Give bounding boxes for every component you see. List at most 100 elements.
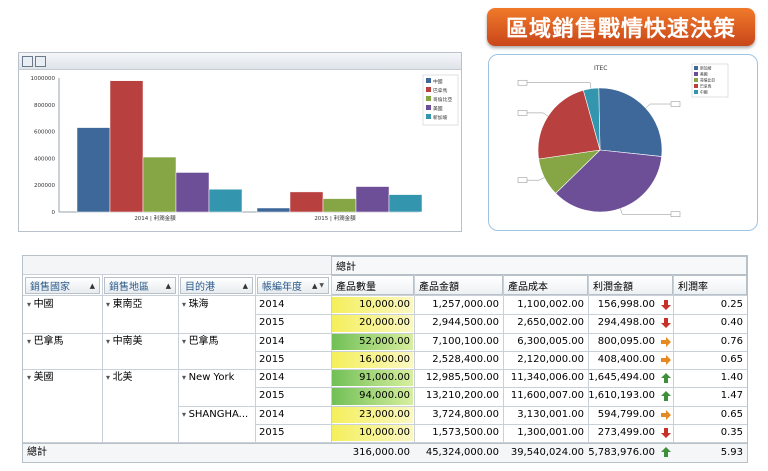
rate-cell: 0.76: [720, 335, 743, 347]
expand-collapse-icon[interactable]: ▾: [182, 300, 189, 309]
country-label: 美國: [33, 372, 54, 383]
column-divider: [588, 275, 589, 462]
sort-asc-icon[interactable]: ▲: [165, 281, 171, 290]
port-label: SHANGHA...: [188, 408, 249, 420]
expand-collapse-icon[interactable]: ▾: [106, 373, 113, 382]
pie-tag: [670, 211, 681, 217]
cost-cell: 11,600,007.00: [510, 390, 584, 402]
qty-bar: [331, 370, 413, 387]
pie-slice-3: [537, 89, 601, 160]
bar-0-0: [76, 127, 111, 213]
legend-label: 巴拿馬: [700, 84, 712, 89]
rate-cell: 0.35: [720, 426, 743, 438]
group-divider: [178, 405, 255, 407]
x-category-label: 2014 | 利潤金額: [134, 214, 176, 222]
bar-0-1: [109, 80, 144, 213]
region-group-cell[interactable]: ▾ 東南亞: [102, 296, 178, 314]
column-header-1[interactable]: 產品金額: [414, 275, 503, 295]
amount-cell: 12,985,500.00: [425, 372, 499, 383]
region-group-cell[interactable]: ▾ 北美: [102, 369, 178, 387]
port-group-cell[interactable]: ▾ New York: [178, 369, 255, 387]
banner-title: 區域銷售戰情快速決策: [505, 17, 736, 42]
qty-bar: [331, 297, 413, 314]
legend-label: 美國: [433, 105, 443, 112]
profit-cell: 1,645,494.00: [588, 372, 655, 383]
pie-leader: [538, 177, 545, 181]
port-label: New York: [188, 372, 235, 383]
row-divider: [255, 387, 747, 389]
profit-cell: 156,998.00: [597, 299, 655, 310]
legend-swatch: [426, 114, 431, 119]
profit-cell: 1,610,193.00: [588, 390, 655, 402]
sort-asc-icon[interactable]: ▲: [242, 281, 248, 290]
legend-label: 新加坡: [700, 66, 712, 71]
qty-cell: 52,000.00: [359, 335, 410, 347]
cost-cell: 11,340,006.00: [510, 372, 584, 383]
year-cell: 2014: [259, 408, 285, 420]
expand-collapse-icon[interactable]: ▾: [106, 300, 113, 309]
expand-collapse-icon[interactable]: ▾: [27, 300, 34, 309]
chart-type-icon[interactable]: [22, 56, 33, 67]
row-field-header-3[interactable]: 帳編年度 ▲ ▼: [257, 277, 329, 294]
dashboard-title-banner: 區域銷售戰情快速決策: [487, 8, 755, 46]
group-divider: [23, 369, 255, 370]
qty-bar: [331, 388, 413, 405]
legend-swatch: [694, 78, 698, 82]
region-group-cell[interactable]: ▾ 中南美: [102, 333, 178, 351]
filter-icon[interactable]: ▼: [319, 282, 324, 289]
legend-label: 美國: [700, 72, 708, 77]
total-amount-cell: 45,324,000.00: [425, 447, 499, 458]
row-field-header-0[interactable]: 銷售國家 ▲: [25, 277, 100, 294]
group-divider: [178, 369, 255, 370]
expand-collapse-icon[interactable]: ▾: [182, 373, 189, 382]
sort-asc-icon[interactable]: ▲: [311, 281, 318, 290]
country-group-cell[interactable]: ▾ 巴拿馬: [23, 333, 102, 351]
total-label: 總計: [27, 447, 47, 458]
rate-cell: 1.40: [720, 372, 743, 383]
column-header-0[interactable]: 產品數量: [331, 275, 414, 295]
region-label: 中南美: [112, 335, 143, 347]
column-header-4[interactable]: 利潤率: [673, 275, 747, 295]
row-divider: [255, 369, 747, 370]
qty-cell: 23,000.00: [359, 408, 410, 420]
expand-collapse-icon[interactable]: ▾: [182, 409, 189, 419]
legend-swatch: [426, 105, 431, 110]
field-header-label: 銷售國家: [30, 282, 70, 293]
bar-1-2: [322, 198, 357, 213]
amount-cell: 2,944,500.00: [432, 317, 499, 329]
port-group-cell[interactable]: ▾ SHANGHA...: [178, 406, 255, 424]
column-divider: [503, 275, 504, 462]
expand-collapse-icon[interactable]: ▾: [182, 336, 189, 346]
sort-asc-icon[interactable]: ▲: [89, 281, 95, 290]
column-header-3[interactable]: 利潤金額: [588, 275, 673, 295]
country-group-cell[interactable]: ▾ 中國: [23, 296, 102, 314]
port-group-cell[interactable]: ▾ 珠海: [178, 296, 255, 314]
profit-cell: 294,498.00: [597, 317, 655, 329]
column-header-2[interactable]: 產品成本: [503, 275, 588, 295]
port-group-cell[interactable]: ▾ 巴拿馬: [178, 333, 255, 351]
expand-collapse-icon[interactable]: ▾: [27, 336, 34, 346]
rate-cell: 0.65: [720, 408, 743, 420]
column-divider: [673, 275, 674, 462]
header-divider: [23, 295, 747, 296]
row-field-header-1[interactable]: 銷售地區 ▲: [104, 277, 176, 294]
country-group-cell[interactable]: ▾ 美國: [23, 369, 102, 387]
expand-collapse-icon[interactable]: ▾: [27, 373, 34, 382]
qty-bar: [331, 424, 413, 441]
qty-bar: [331, 333, 413, 350]
port-label: 巴拿馬: [188, 335, 219, 347]
trend-right-icon: [661, 336, 671, 347]
pie-chart-panel: ITEC 新加坡 美國 哥倫比亞 巴拿馬 中國: [488, 54, 758, 231]
year-cell: 2014: [259, 372, 285, 383]
field-header-label: 目的港: [185, 282, 215, 293]
year-cell: 2015: [259, 317, 285, 329]
pie-slice-0: [598, 87, 663, 157]
total-profit-cell: 5,783,976.00: [588, 447, 655, 458]
expand-collapse-icon[interactable]: ▾: [106, 336, 113, 346]
cost-cell: 1,100,002.00: [517, 299, 584, 310]
region-label: 東南亞: [112, 299, 143, 310]
row-field-header-2[interactable]: 目的港 ▲: [180, 277, 253, 294]
row-divider: [255, 423, 747, 425]
chart-options-icon[interactable]: [35, 56, 46, 67]
